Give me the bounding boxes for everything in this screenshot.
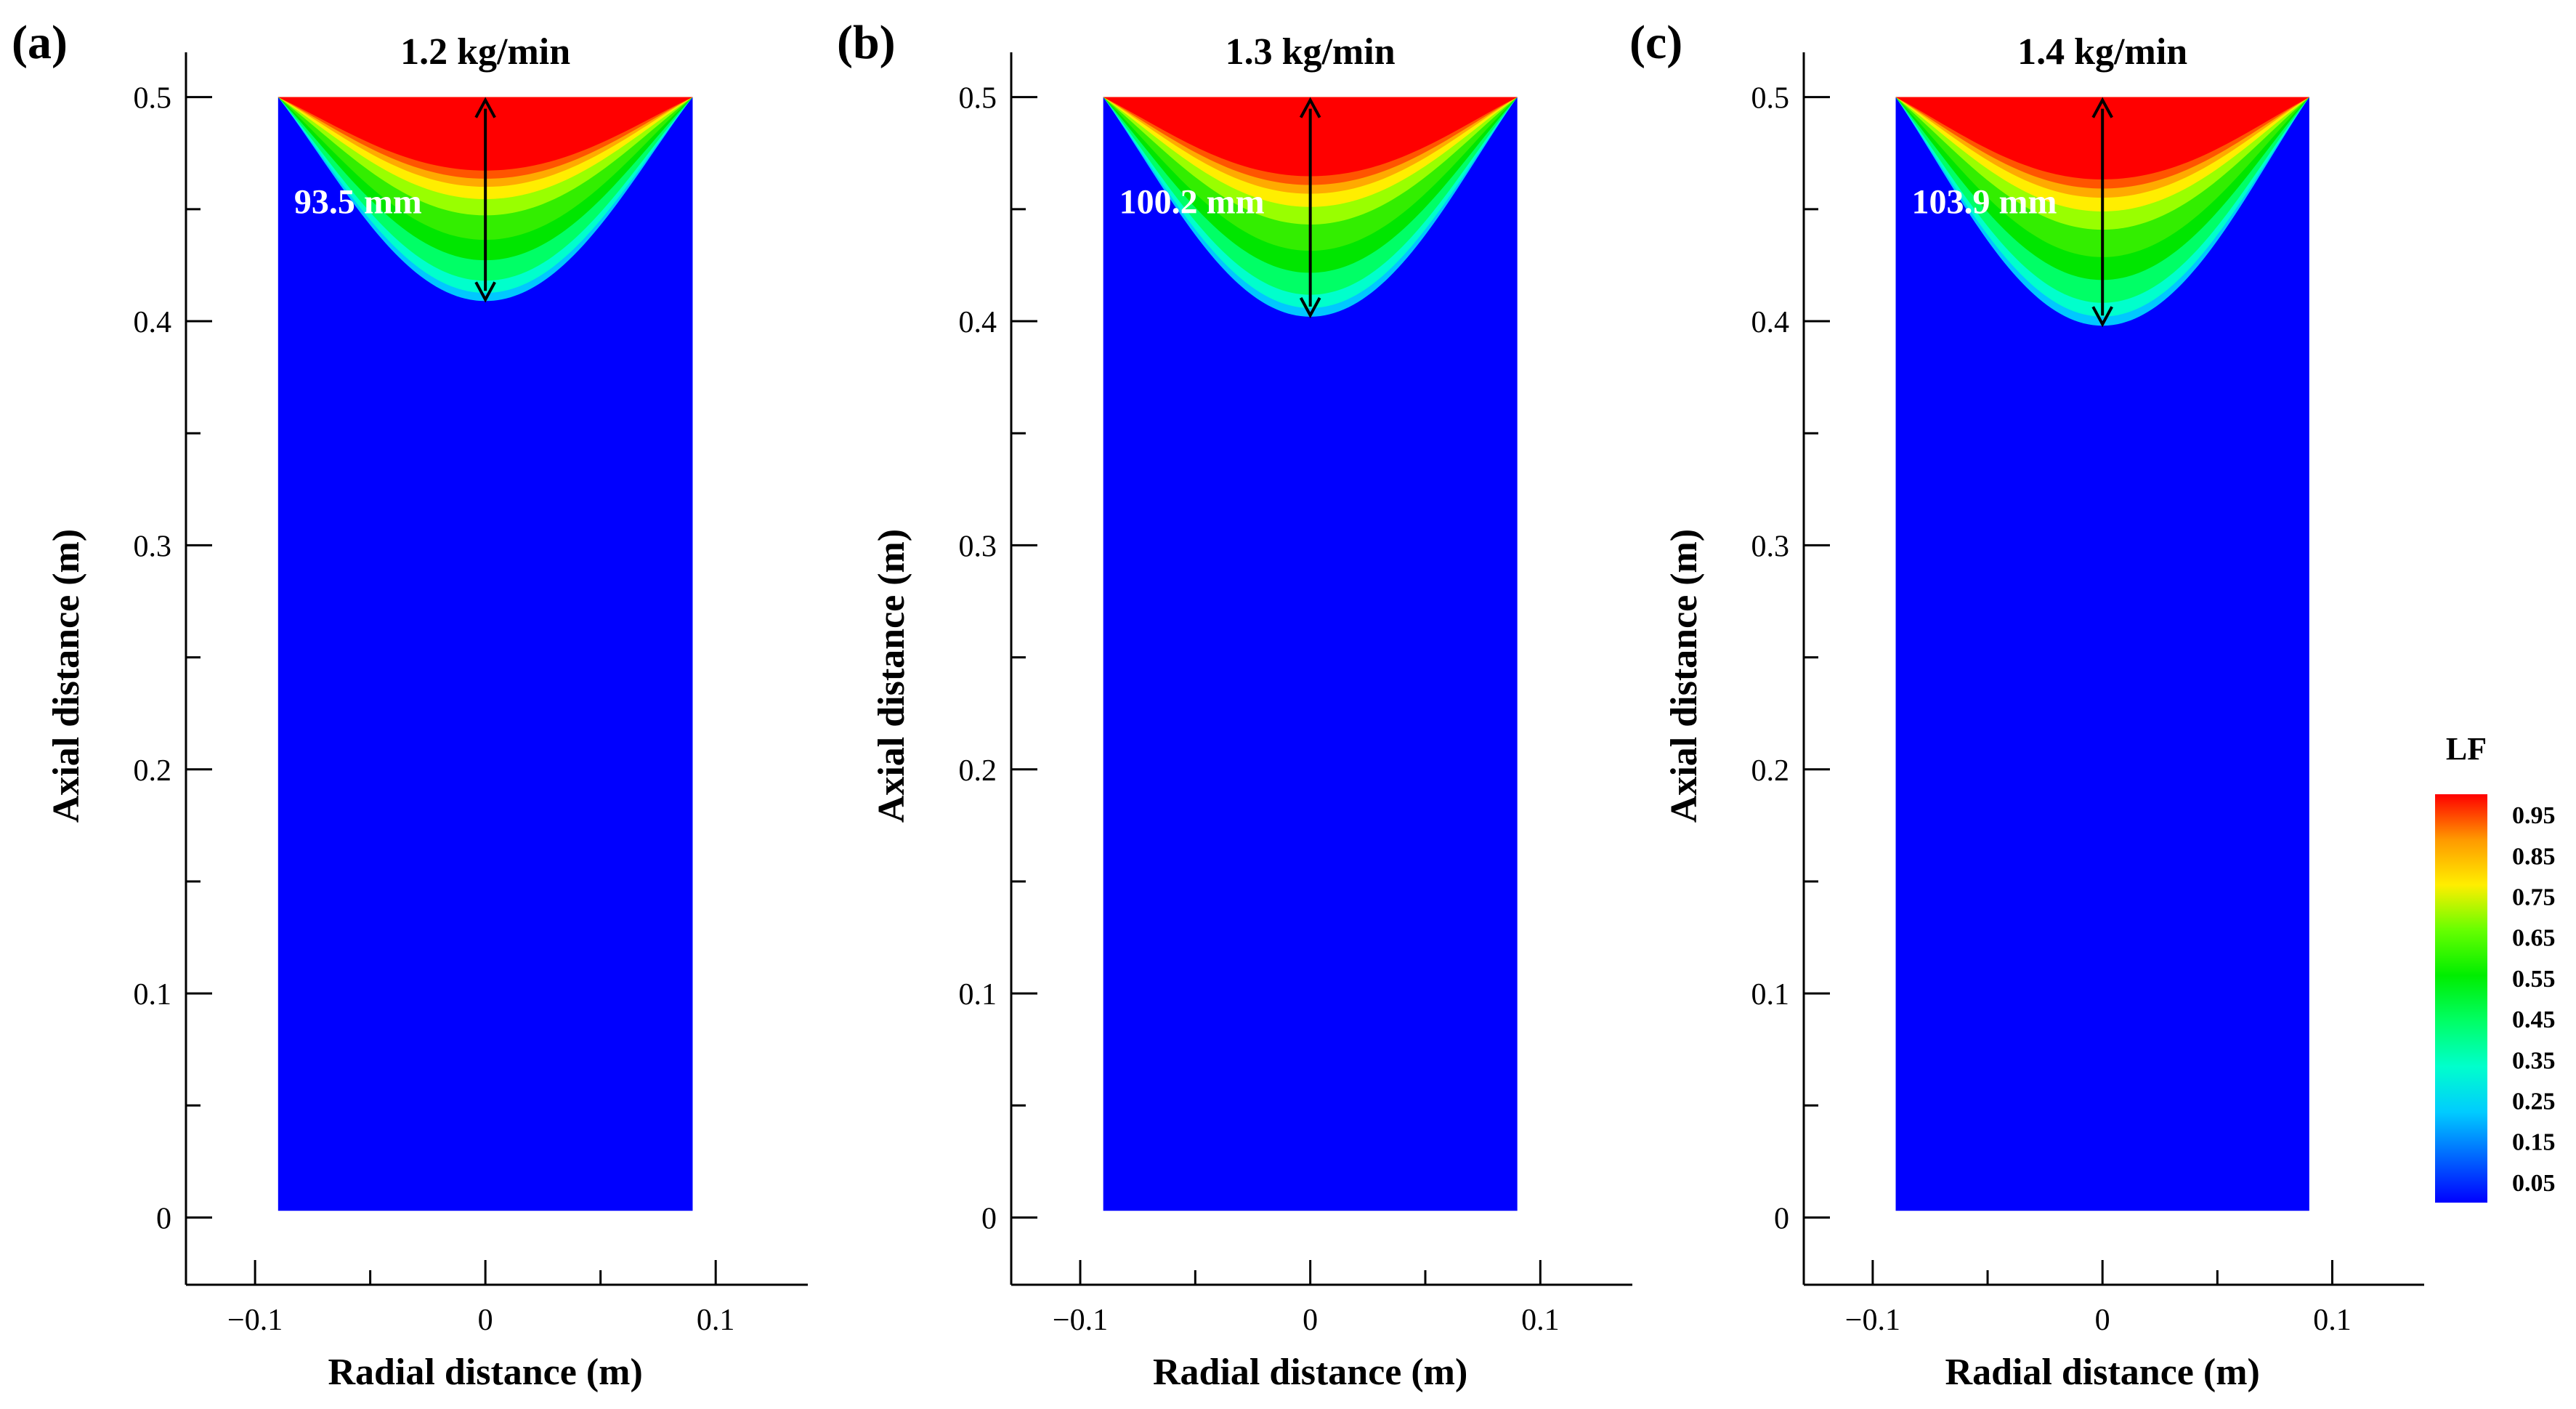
- colorbar-level-label: 0.75: [2512, 884, 2556, 911]
- y-tick-label: 0: [156, 1202, 171, 1235]
- x-axis-label: Radial distance (m): [1945, 1352, 2260, 1393]
- y-tick-label: 0.5: [1751, 82, 1790, 116]
- colorbar-title: LF: [2446, 731, 2487, 767]
- pool-depth-label: 93.5 mm: [294, 183, 422, 222]
- y-tick-label: 0.2: [959, 754, 997, 788]
- y-tick-label: 0: [1774, 1202, 1789, 1235]
- panel-label: (b): [837, 16, 896, 69]
- colorbar-level-label: 0.15: [2512, 1129, 2556, 1156]
- colorbar-bar: [2435, 794, 2487, 1203]
- x-tick-label: 0: [478, 1304, 493, 1337]
- colorbar-level-label: 0.45: [2512, 1006, 2556, 1033]
- x-tick-label: 0.1: [1521, 1304, 1560, 1337]
- y-tick-label: 0.3: [134, 530, 172, 563]
- y-tick-label: 0.1: [959, 978, 997, 1012]
- y-tick-label: 0.1: [1751, 978, 1790, 1012]
- y-tick-label: 0.4: [134, 306, 172, 339]
- x-tick-label: −0.1: [227, 1304, 283, 1337]
- arrow-head-down: [2091, 306, 2113, 328]
- y-tick-label: 0.3: [959, 530, 997, 563]
- arrow-head-up: [2091, 97, 2113, 118]
- y-tick-label: 0.5: [134, 82, 172, 116]
- pool-depth-label: 100.2 mm: [1119, 183, 1265, 222]
- y-tick-label: 0.1: [134, 978, 172, 1012]
- panel-label: (a): [12, 16, 68, 69]
- x-tick-label: 0: [2095, 1304, 2110, 1337]
- colorbar-level-label: 0.05: [2512, 1170, 2556, 1197]
- y-tick-label: 0.2: [134, 754, 172, 788]
- x-tick-label: −0.1: [1845, 1304, 1900, 1337]
- colorbar-level-label: 0.25: [2512, 1089, 2556, 1115]
- panels: 0 0.1 0.2 0.3 0.4 0.5 −0.1 0 0.1 Radial distance …: [12, 16, 2424, 1393]
- x-axis-label: Radial distance (m): [1153, 1352, 1467, 1393]
- panel-label: (c): [1629, 16, 1682, 69]
- pool-depth-arrow: [2091, 97, 2113, 328]
- y-tick-label: 0: [981, 1202, 997, 1235]
- colorbar-level-label: 0.55: [2512, 966, 2556, 993]
- pool-depth-arrow: [474, 97, 496, 303]
- pool-depth-arrow: [1299, 97, 1321, 319]
- y-tick-label: 0.4: [1751, 306, 1790, 339]
- arrow-head-up: [474, 97, 496, 118]
- panel-title: 1.4 kg/min: [2017, 31, 2187, 73]
- y-axis-label: Axial distance (m): [46, 529, 87, 823]
- y-tick-label: 0.5: [959, 82, 997, 116]
- colorbar-labels: 0.05 0.15 0.25 0.35 0.45 0.55 0.65 0.75 0.85 0.95: [2512, 802, 2556, 1197]
- colorbar-level-label: 0.65: [2512, 925, 2556, 952]
- arrow-head-up: [1299, 97, 1321, 118]
- chart-panel-b: 0 0.1 0.2 0.3 0.4 0.5 −0.1 0 0.1 Radial distance …: [837, 16, 1632, 1393]
- chart-panel-a: 0 0.1 0.2 0.3 0.4 0.5 −0.1 0 0.1 Radial distance …: [12, 16, 808, 1393]
- arrow-head-down: [474, 281, 496, 303]
- colorbar-level-label: 0.35: [2512, 1047, 2556, 1074]
- pool-depth-label: 103.9 mm: [1912, 183, 2057, 222]
- y-axis-label: Axial distance (m): [871, 529, 912, 823]
- colorbar-level-label: 0.85: [2512, 843, 2556, 870]
- x-tick-label: 0.1: [697, 1304, 735, 1337]
- x-tick-label: −0.1: [1053, 1304, 1108, 1337]
- y-tick-label: 0.3: [1751, 530, 1790, 563]
- panel-title: 1.2 kg/min: [400, 31, 570, 73]
- chart-panel-c: 0 0.1 0.2 0.3 0.4 0.5 −0.1 0 0.1 Radial distance …: [1629, 16, 2424, 1393]
- y-tick-label: 0.4: [959, 306, 997, 339]
- y-tick-label: 0.2: [1751, 754, 1790, 788]
- x-axis-label: Radial distance (m): [328, 1352, 642, 1393]
- colorbar-level-label: 0.95: [2512, 802, 2556, 829]
- panel-title: 1.3 kg/min: [1226, 31, 1396, 73]
- y-axis-label: Axial distance (m): [1664, 529, 1705, 823]
- colorbar: LF 0.050.150.250.350.450.550.650.750.850…: [2435, 731, 2556, 1203]
- arrow-head-down: [1299, 296, 1321, 319]
- x-tick-label: 0.1: [2313, 1304, 2352, 1337]
- x-tick-label: 0: [1303, 1304, 1318, 1337]
